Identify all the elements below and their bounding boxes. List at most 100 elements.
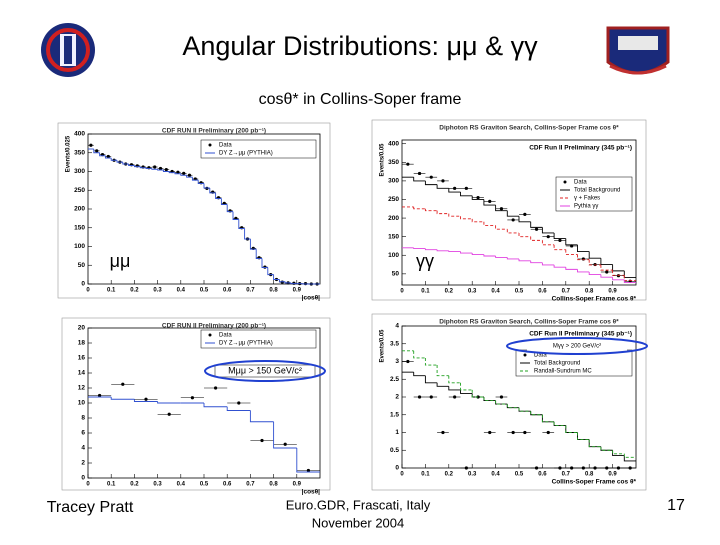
x-tick-label: 0.4 [177,288,186,294]
data-point [476,196,479,199]
data-point [605,270,608,273]
left-logo [41,23,95,77]
x-tick-label: 0.8 [269,482,278,488]
x-axis-label: |cosθ| [302,489,321,496]
legend-label: Total Background [574,188,620,194]
y-tick-label: 8 [81,415,85,422]
y-tick-label: 200 [388,215,399,222]
x-tick-label: 0.8 [269,288,278,294]
x-tick-label: 0.3 [153,288,162,294]
y-tick-label: 350 [74,149,85,156]
y-tick-label: 2 [81,460,85,467]
x-tick-label: 0.9 [608,472,617,478]
data-point [89,144,92,147]
chart-title: CDF RUN II Preliminary (200 pb⁻¹) [162,128,266,135]
data-point [582,466,585,469]
y-tick-label: 0 [81,475,85,482]
x-tick-label: 0.6 [538,289,547,295]
x-axis-label: |cosθ| [302,295,321,302]
page-number: 17 [667,497,685,514]
x-axis-label: Collins-Soper Frame cos θ* [552,479,637,486]
x-tick-label: 0.5 [515,289,524,295]
data-point [284,443,287,446]
y-tick-label: 1.5 [390,411,399,418]
data-point [523,431,526,434]
y-axis-label: Events/0.025 [66,135,72,172]
x-tick-label: 0.3 [468,289,477,295]
data-point [168,413,171,416]
chart-title: Diphoton RS Graviton Search, Collins-Sop… [439,125,619,132]
data-point [453,187,456,190]
legend-marker [524,354,527,357]
chart-title: CDF RUN II Preliminary (200 pb⁻¹) [162,323,266,330]
data-point [547,431,550,434]
y-tick-label: 150 [74,224,85,231]
data-point [465,187,468,190]
data-point [418,395,421,398]
data-point [441,179,444,182]
x-tick-label: 0.8 [585,289,594,295]
y-tick-label: 4 [395,323,399,330]
data-point [488,200,491,203]
x-axis-label: Collins-Soper Frame cos θ* [552,296,637,303]
y-tick-label: 20 [78,325,86,332]
y-tick-label: 50 [392,271,400,278]
x-tick-label: 0.6 [538,472,547,478]
x-tick-label: 0.4 [491,289,500,295]
right-logo [608,28,668,73]
x-tick-label: 0.1 [107,288,116,294]
date: November 2004 [312,515,405,530]
legend-label: DY Z→μμ (PYTHIA) [219,341,273,347]
y-tick-label: 6 [81,430,85,437]
x-tick-label: 0.7 [246,482,255,488]
chart-subtitle: CDF Run II Preliminary (345 pb⁻¹) [529,331,632,338]
legend-label: Data [219,143,232,149]
x-tick-label: 0.8 [585,472,594,478]
venue: Euro.GDR, Frascati, Italy [286,497,431,512]
data-point [523,213,526,216]
y-tick-label: 3 [395,358,399,365]
x-tick-label: 0.3 [153,482,162,488]
x-tick-label: 0.7 [562,289,571,295]
x-tick-label: 0.1 [421,289,430,295]
data-point [188,174,191,177]
channel-label: μμ [110,251,131,271]
data-point [165,168,168,171]
data-point [441,431,444,434]
y-tick-label: 12 [78,385,86,392]
legend-marker [209,334,212,337]
legend-label: Randall-Sundrum MC [534,369,592,375]
y-tick-label: 10 [78,400,86,407]
y-tick-label: 0.5 [390,447,399,454]
chart-title: Diphoton RS Graviton Search, Collins-Sop… [439,319,619,326]
x-tick-label: 0.2 [130,482,139,488]
data-point [430,176,433,179]
x-tick-label: 0.6 [223,482,232,488]
legend-label: γ + Fakes [574,196,600,202]
x-tick-label: 0.7 [246,288,255,294]
y-tick-label: 2.5 [390,376,399,383]
data-point [535,228,538,231]
x-tick-label: 0.6 [223,288,232,294]
data-point [406,360,409,363]
data-point [121,383,124,386]
y-tick-label: 250 [74,187,85,194]
x-tick-label: 0.5 [200,288,209,294]
y-tick-label: 18 [78,340,86,347]
data-point [570,466,573,469]
y-tick-label: 3.5 [390,340,399,347]
data-point [453,395,456,398]
data-point [593,466,596,469]
y-axis-label: Events/0.05 [380,143,386,177]
y-tick-label: 400 [74,131,85,138]
y-tick-label: 0 [81,281,85,288]
y-tick-label: 400 [388,140,399,147]
data-point [260,439,263,442]
y-tick-label: 50 [78,262,86,269]
annotation: Mγγ > 200 GeV/c² [553,344,601,350]
data-point [153,165,156,168]
x-tick-label: 0.2 [445,289,454,295]
y-tick-label: 150 [388,233,399,240]
